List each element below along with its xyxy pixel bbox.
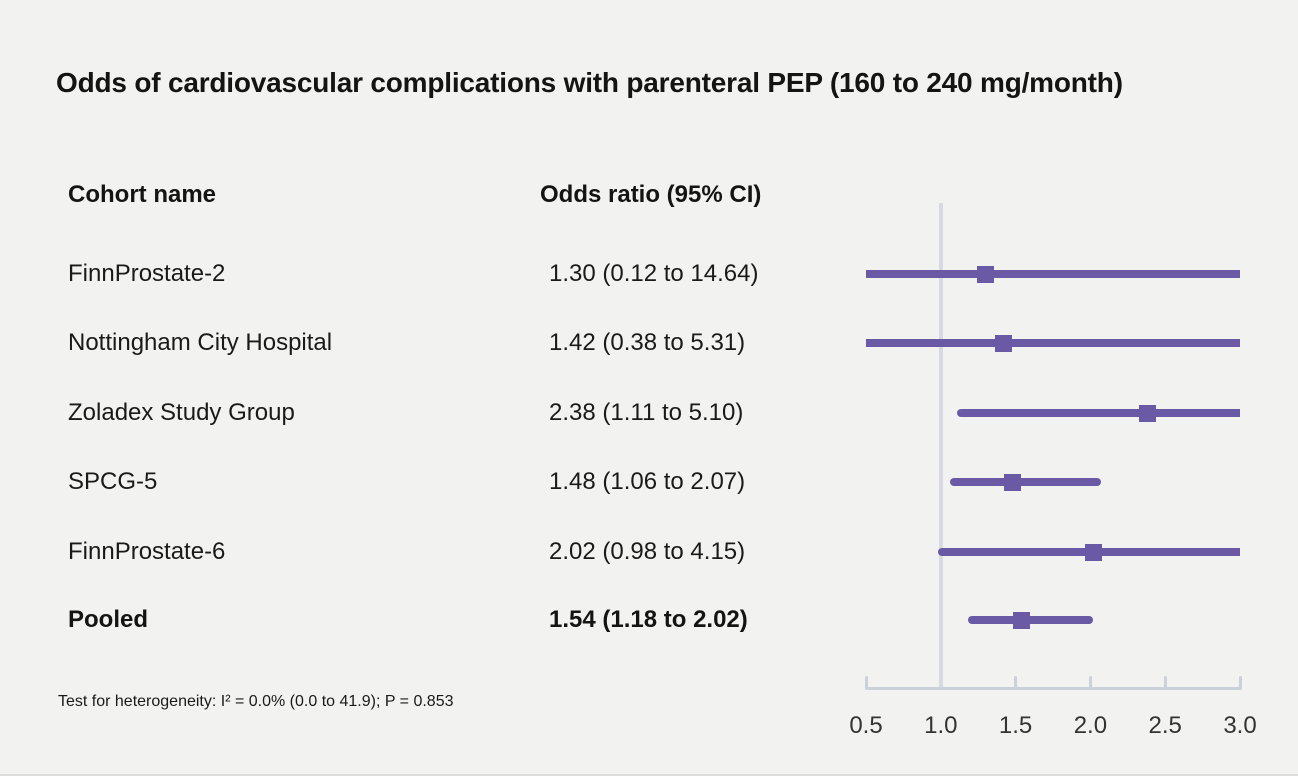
x-tick — [1163, 676, 1167, 688]
ci-line — [957, 409, 1240, 417]
x-tick — [1088, 676, 1092, 688]
or-marker — [995, 334, 1013, 352]
x-tick-label: 1.0 — [924, 712, 958, 739]
x-tick — [1238, 676, 1242, 688]
odds-ratio-value: 2.02 (0.98 to 4.15) — [549, 538, 746, 565]
cohort-name: Zoladex Study Group — [68, 399, 295, 426]
ci-line — [866, 339, 1240, 347]
or-marker — [1013, 611, 1031, 629]
x-tick — [864, 676, 868, 688]
cohort-name: FinnProstate-2 — [68, 260, 226, 287]
odds-ratio-value: 1.54 (1.18 to 2.02) — [549, 606, 748, 633]
x-tick-label: 1.5 — [998, 712, 1033, 739]
chart-title: Odds of cardiovascular complications wit… — [56, 67, 1123, 98]
or-marker — [1138, 404, 1156, 422]
ci-line — [949, 478, 1101, 486]
odds-ratio-value: 2.38 (1.11 to 5.10) — [549, 399, 744, 426]
reference-line — [938, 203, 943, 688]
column-header-odds-ratio: Odds ratio (95% CI) — [540, 181, 762, 208]
heterogeneity-note: Test for heterogeneity: I² = 0.0% (0.0 t… — [58, 693, 454, 710]
odds-ratio-value: 1.42 (0.38 to 5.31) — [549, 329, 746, 356]
x-tick-label: 2.0 — [1073, 712, 1108, 739]
column-header-cohort: Cohort name — [68, 181, 217, 208]
x-tick-label: 0.5 — [849, 712, 883, 739]
ci-line — [967, 616, 1094, 624]
or-marker — [977, 265, 995, 283]
x-tick — [1014, 676, 1018, 688]
x-tick-label: 3.0 — [1223, 712, 1257, 739]
x-tick-label: 2.5 — [1148, 712, 1182, 739]
odds-ratio-value: 1.48 (1.06 to 2.07) — [549, 468, 746, 495]
odds-ratio-value: 1.30 (0.12 to 14.64) — [549, 260, 759, 287]
cohort-name: Nottingham City Hospital — [68, 329, 333, 356]
ci-line — [866, 270, 1240, 278]
or-marker — [1084, 543, 1102, 561]
or-marker — [1004, 473, 1022, 491]
cohort-name: Pooled — [68, 606, 149, 633]
cohort-name: SPCG-5 — [68, 468, 158, 495]
cohort-name: FinnProstate-6 — [68, 538, 226, 565]
x-axis-line — [865, 687, 1242, 690]
